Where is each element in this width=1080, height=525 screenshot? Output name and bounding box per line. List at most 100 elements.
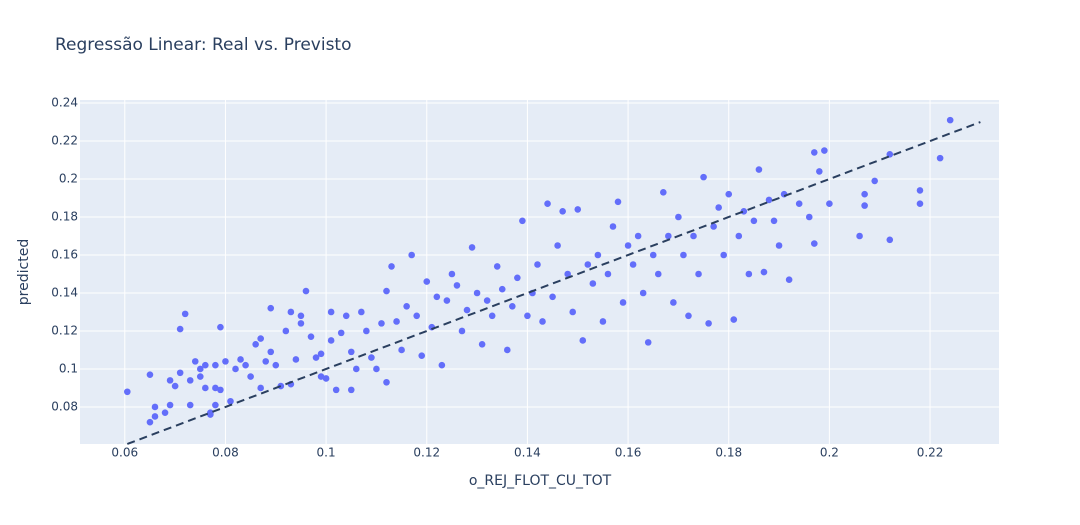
x-axis-title: o_REJ_FLOT_CU_TOT [469, 473, 612, 489]
point [383, 378, 390, 386]
point [871, 177, 878, 185]
point [307, 333, 315, 340]
y-tick-label: 0.24 [51, 96, 78, 110]
point [423, 278, 431, 285]
point [609, 223, 617, 230]
point [217, 323, 224, 331]
point [247, 373, 254, 380]
point [252, 340, 259, 348]
point [634, 232, 642, 240]
point [594, 251, 602, 259]
point [649, 251, 657, 259]
x-tick-label: 0.08 [212, 446, 239, 460]
point [770, 217, 778, 225]
point [735, 232, 743, 240]
point [242, 361, 249, 369]
point [564, 270, 571, 278]
point [665, 232, 672, 240]
y-axis-title: predicted [16, 239, 32, 305]
point [624, 242, 632, 249]
point [695, 270, 702, 278]
point [488, 312, 496, 320]
point [161, 409, 169, 416]
point [176, 369, 184, 377]
point [202, 384, 209, 392]
point [191, 358, 199, 365]
point [433, 293, 441, 301]
point [473, 289, 481, 297]
point [700, 173, 707, 181]
point [614, 198, 622, 206]
point [514, 274, 521, 282]
point [196, 365, 204, 373]
x-tick-label: 0.1 [317, 446, 336, 460]
point [186, 401, 194, 409]
point [383, 287, 390, 295]
point [337, 329, 345, 337]
point [670, 299, 677, 306]
point [720, 251, 728, 259]
point [166, 377, 174, 384]
point [805, 213, 813, 221]
point [856, 232, 863, 240]
point [363, 327, 370, 335]
chart-title: Regressão Linear: Real vs. Previsto [55, 35, 352, 55]
point [347, 348, 355, 356]
point [453, 282, 461, 289]
point [685, 312, 692, 320]
point [765, 196, 773, 204]
point [639, 289, 647, 297]
y-tick-label: 0.12 [51, 323, 78, 337]
point [483, 297, 491, 304]
point [710, 223, 717, 230]
point [584, 261, 592, 268]
point [202, 361, 209, 369]
point [353, 365, 360, 373]
point [207, 411, 214, 418]
point [322, 375, 330, 382]
point [217, 386, 224, 394]
point [368, 354, 375, 361]
point [166, 401, 174, 409]
point [524, 312, 531, 320]
point [785, 276, 793, 283]
point [730, 316, 738, 323]
point [272, 361, 280, 369]
y-tick-label: 0.16 [51, 247, 78, 261]
point [287, 308, 295, 316]
point [237, 356, 244, 363]
x-tick-label: 0.06 [111, 446, 138, 460]
point [257, 384, 264, 392]
point [519, 217, 526, 225]
point [468, 244, 476, 251]
point [599, 318, 607, 325]
point [861, 202, 868, 209]
reference-line [126, 121, 981, 445]
point [509, 302, 516, 310]
point [589, 280, 597, 287]
point [413, 312, 420, 320]
point [124, 388, 131, 396]
point [403, 302, 410, 310]
point [539, 318, 546, 325]
point [463, 306, 471, 314]
point [332, 386, 340, 394]
point [186, 377, 194, 384]
point [358, 308, 365, 316]
point [629, 261, 637, 268]
point [619, 299, 627, 306]
point [327, 308, 335, 316]
point [212, 384, 219, 392]
y-tick-label: 0.08 [51, 399, 78, 413]
point [181, 310, 189, 318]
point [705, 320, 712, 327]
y-tick-label: 0.18 [51, 210, 78, 224]
point [196, 373, 204, 380]
y-tick-label: 0.14 [51, 285, 78, 299]
point [946, 116, 954, 124]
point [810, 149, 818, 156]
point [690, 232, 697, 240]
point [810, 240, 818, 247]
point [438, 361, 446, 369]
